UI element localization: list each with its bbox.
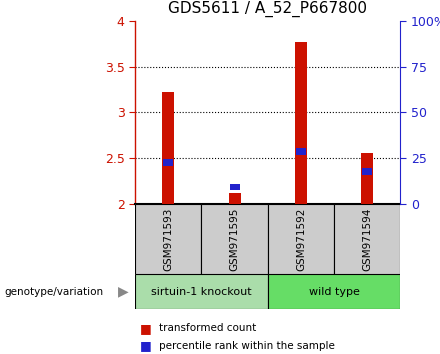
Text: ▶: ▶ bbox=[117, 285, 128, 298]
Bar bbox=[163, 159, 173, 166]
Bar bbox=[296, 148, 306, 155]
Bar bbox=[268, 204, 334, 274]
Text: ■: ■ bbox=[139, 339, 151, 352]
Bar bbox=[229, 193, 241, 204]
Text: GSM971594: GSM971594 bbox=[362, 207, 372, 271]
Bar bbox=[295, 42, 307, 204]
Bar bbox=[230, 184, 240, 190]
Bar bbox=[135, 274, 268, 309]
Text: ■: ■ bbox=[139, 322, 151, 335]
Text: percentile rank within the sample: percentile rank within the sample bbox=[159, 341, 335, 351]
Bar bbox=[135, 204, 202, 274]
Text: GSM971592: GSM971592 bbox=[296, 207, 306, 271]
Text: genotype/variation: genotype/variation bbox=[4, 286, 103, 297]
Bar bbox=[334, 204, 400, 274]
Text: GSM971593: GSM971593 bbox=[163, 207, 173, 271]
Bar bbox=[361, 153, 373, 204]
Text: transformed count: transformed count bbox=[159, 323, 257, 333]
Bar bbox=[202, 204, 268, 274]
Text: GSM971595: GSM971595 bbox=[230, 207, 239, 271]
Bar bbox=[268, 274, 400, 309]
Bar bbox=[362, 169, 372, 175]
Text: wild type: wild type bbox=[308, 286, 359, 297]
Text: sirtuin-1 knockout: sirtuin-1 knockout bbox=[151, 286, 252, 297]
Bar bbox=[162, 92, 174, 204]
Title: GDS5611 / A_52_P667800: GDS5611 / A_52_P667800 bbox=[168, 1, 367, 17]
